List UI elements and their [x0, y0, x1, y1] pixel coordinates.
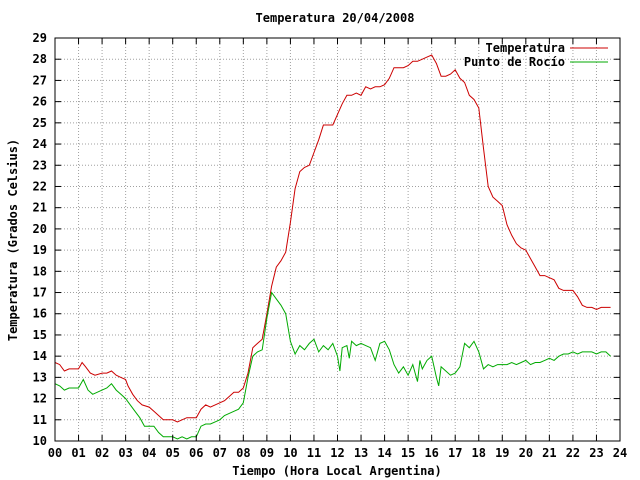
y-tick-label: 16 — [33, 307, 47, 321]
y-tick-label: 21 — [33, 201, 47, 215]
x-tick-label: 07 — [213, 446, 227, 460]
y-tick-label: 18 — [33, 264, 47, 278]
y-tick-label: 28 — [33, 52, 47, 66]
series-layer — [54, 54, 611, 440]
y-tick-label: 12 — [33, 392, 47, 406]
y-tick-label: 13 — [33, 370, 47, 384]
x-tick-label: 00 — [48, 446, 62, 460]
x-axis-label: Tiempo (Hora Local Argentina) — [232, 464, 442, 478]
x-tick-label: 24 — [613, 446, 627, 460]
y-tick-label: 15 — [33, 328, 47, 342]
x-tick-label: 16 — [424, 446, 438, 460]
x-tick-label: 10 — [283, 446, 297, 460]
y-tick-label: 29 — [33, 31, 47, 45]
x-tick-label: 04 — [142, 446, 156, 460]
series-line-punto-de-rocio — [54, 291, 611, 440]
y-tick-label: 22 — [33, 179, 47, 193]
y-tick-label: 23 — [33, 158, 47, 172]
x-tick-label: 17 — [448, 446, 462, 460]
y-tick-label: 19 — [33, 243, 47, 257]
x-tick-label: 12 — [330, 446, 344, 460]
grid — [55, 38, 620, 441]
y-tick-label: 24 — [33, 137, 47, 151]
y-tick-label: 20 — [33, 222, 47, 236]
x-tick-label: 05 — [165, 446, 179, 460]
y-axis-label: Temperatura (Grados Celsius) — [6, 139, 20, 341]
legend-label-punto-de-rocio: Punto de Rocío — [464, 55, 565, 69]
y-tick-label: 25 — [33, 116, 47, 130]
x-tick-label: 13 — [354, 446, 368, 460]
x-tick-label: 22 — [566, 446, 580, 460]
x-tick-label: 09 — [260, 446, 274, 460]
x-tick-label: 11 — [307, 446, 321, 460]
x-tick-label: 15 — [401, 446, 415, 460]
x-tick-label: 01 — [71, 446, 85, 460]
x-tick-label: 08 — [236, 446, 250, 460]
x-tick-label: 23 — [589, 446, 603, 460]
x-tick-label: 02 — [95, 446, 109, 460]
y-tick-label: 26 — [33, 95, 47, 109]
ticks: 00 01 02 03 04 05 06 07 08 09 10 11 12 13 14 15 16 17 18 19… — [33, 31, 628, 460]
chart-title: Temperatura 20/04/2008 — [256, 11, 415, 25]
y-tick-label: 11 — [33, 413, 47, 427]
legend: Temperatura Punto de Rocío — [464, 41, 608, 69]
x-tick-label: 14 — [377, 446, 391, 460]
series-line-temperatura — [54, 54, 611, 423]
legend-label-temperatura: Temperatura — [486, 41, 565, 55]
x-tick-label: 06 — [189, 446, 203, 460]
x-tick-label: 20 — [519, 446, 533, 460]
x-tick-label: 19 — [495, 446, 509, 460]
x-tick-label: 18 — [472, 446, 486, 460]
y-tick-label: 10 — [33, 434, 47, 448]
x-tick-label: 03 — [118, 446, 132, 460]
y-tick-label: 27 — [33, 73, 47, 87]
y-tick-label: 17 — [33, 286, 47, 300]
y-tick-label: 14 — [33, 349, 47, 363]
x-tick-label: 21 — [542, 446, 556, 460]
